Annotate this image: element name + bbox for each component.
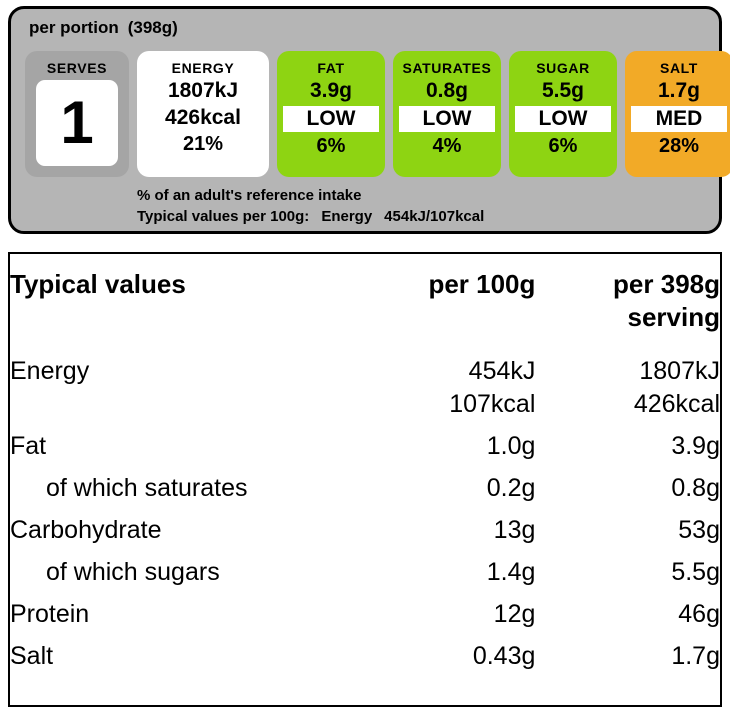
per-serving-line2: serving — [627, 302, 721, 332]
salt-percent-value: 28% — [658, 135, 700, 157]
column-header-typical-values: Typical values — [10, 269, 186, 299]
row-value-fat-per-100g: 1.0g — [486, 432, 536, 460]
front-of-pack-footnotes: % of an adult's reference intake Typical… — [137, 185, 484, 227]
saturates-tile: SATURATES 0.8g LOW 4% — [393, 51, 501, 177]
table-body: Energy 454kJ 1807kJ 107kcal 426kcal Fat … — [10, 334, 720, 672]
row-value-carbohydrate-per-100g: 13g — [493, 516, 536, 544]
serves-count-box: 1 — [36, 80, 118, 166]
fat-amount-value: 3.9g — [309, 79, 353, 102]
row-value-protein-per-100g: 12g — [493, 600, 536, 628]
table-row: Protein 12g 46g — [10, 588, 720, 630]
fat-label: FAT — [317, 60, 345, 76]
row-value-sugars-per-serving: 5.5g — [671, 558, 720, 586]
row-label-energy: Energy — [10, 357, 90, 385]
portion-weight-label: (398g) — [127, 18, 178, 37]
sugar-amount-value: 5.5g — [541, 79, 585, 102]
table-row: Carbohydrate 13g 53g — [10, 504, 720, 546]
energy-tile: ENERGY 1807kJ 426kcal 21% — [137, 51, 269, 177]
row-value-energy-kcal-per-serving: 426kcal — [633, 390, 720, 418]
row-label-protein: Protein — [10, 600, 90, 628]
row-value-saturates-per-serving: 0.8g — [671, 474, 720, 502]
row-value-sugars-per-100g: 1.4g — [486, 558, 536, 586]
row-value-energy-per-100g: 454kJ — [468, 357, 536, 385]
row-label-carbohydrate: Carbohydrate — [10, 516, 162, 544]
serves-tile: SERVES 1 — [25, 51, 129, 177]
salt-amount-value: 1.7g — [657, 79, 701, 102]
row-value-energy-kcal-per-100g: 107kcal — [449, 390, 536, 418]
saturates-level-badge: LOW — [399, 106, 495, 132]
saturates-percent-value: 4% — [432, 135, 462, 157]
sugar-tile: SUGAR 5.5g LOW 6% — [509, 51, 617, 177]
nutrition-table: Typical values per 100g per 398g serving … — [8, 252, 722, 707]
typical-values-note: Typical values per 100g: Energy 454kJ/107k… — [137, 206, 484, 227]
traffic-light-tiles: SERVES 1 ENERGY 1807kJ 426kcal 21% FAT 3… — [25, 51, 730, 177]
row-label-energy-kcal — [10, 387, 351, 420]
column-header-per-100g: per 100g — [428, 269, 536, 299]
saturates-amount-value: 0.8g — [425, 79, 469, 102]
energy-percent-value: 21% — [182, 133, 224, 155]
salt-level-badge: MED — [631, 106, 727, 132]
serves-count-value: 1 — [60, 89, 94, 156]
row-value-saturates-per-100g: 0.2g — [486, 474, 536, 502]
row-value-fat-per-serving: 3.9g — [671, 432, 720, 460]
typical-values-label: Typical values per 100g: — [137, 208, 310, 225]
table-row: 107kcal 426kcal — [10, 387, 720, 420]
row-value-energy-per-serving: 1807kJ — [639, 357, 720, 385]
row-label-fat: Fat — [10, 432, 47, 460]
fat-level-badge: LOW — [283, 106, 379, 132]
sugar-percent-value: 6% — [548, 135, 578, 157]
row-value-protein-per-serving: 46g — [678, 600, 720, 628]
fat-tile: FAT 3.9g LOW 6% — [277, 51, 385, 177]
row-value-salt-per-serving: 1.7g — [671, 642, 720, 670]
typical-energy-value: 454kJ/107kcal — [384, 208, 485, 225]
table-row: Salt 0.43g 1.7g — [10, 630, 720, 672]
fat-percent-value: 6% — [316, 135, 346, 157]
table-row: of which sugars 1.4g 5.5g — [10, 546, 720, 588]
table-header: Typical values per 100g per 398g serving — [10, 254, 720, 334]
front-of-pack-panel: per portion (398g) SERVES 1 ENERGY 1807kJ… — [8, 6, 730, 234]
salt-tile: SALT 1.7g MED 28% — [625, 51, 730, 177]
saturates-label: SATURATES — [402, 60, 492, 76]
row-label-sugars: of which sugars — [46, 558, 220, 586]
table-row: Energy 454kJ 1807kJ — [10, 334, 720, 387]
column-header-per-serving: per 398g serving — [535, 254, 720, 334]
row-label-salt: Salt — [10, 642, 54, 670]
energy-label: ENERGY — [171, 60, 235, 76]
row-label-saturates: of which saturates — [46, 474, 248, 502]
per-serving-line1: per 398g — [613, 269, 720, 299]
row-value-salt-per-100g: 0.43g — [472, 642, 536, 670]
table-header-row: Typical values per 100g per 398g serving — [10, 254, 720, 334]
serves-label: SERVES — [46, 60, 108, 76]
typical-energy-label: Energy — [321, 208, 373, 225]
energy-kcal-value: 426kcal — [165, 106, 241, 129]
portion-prefix-label: per portion — [29, 18, 119, 37]
reference-intake-note: % of an adult's reference intake — [137, 187, 362, 204]
energy-kj-value: 1807kJ — [167, 79, 239, 102]
portion-header: per portion (398g) — [29, 18, 178, 38]
table-row: Fat 1.0g 3.9g — [10, 420, 720, 462]
sugar-label: SUGAR — [536, 60, 590, 76]
sugar-level-badge: LOW — [515, 106, 611, 132]
salt-label: SALT — [660, 60, 698, 76]
row-value-carbohydrate-per-serving: 53g — [678, 516, 720, 544]
table-row: of which saturates 0.2g 0.8g — [10, 462, 720, 504]
